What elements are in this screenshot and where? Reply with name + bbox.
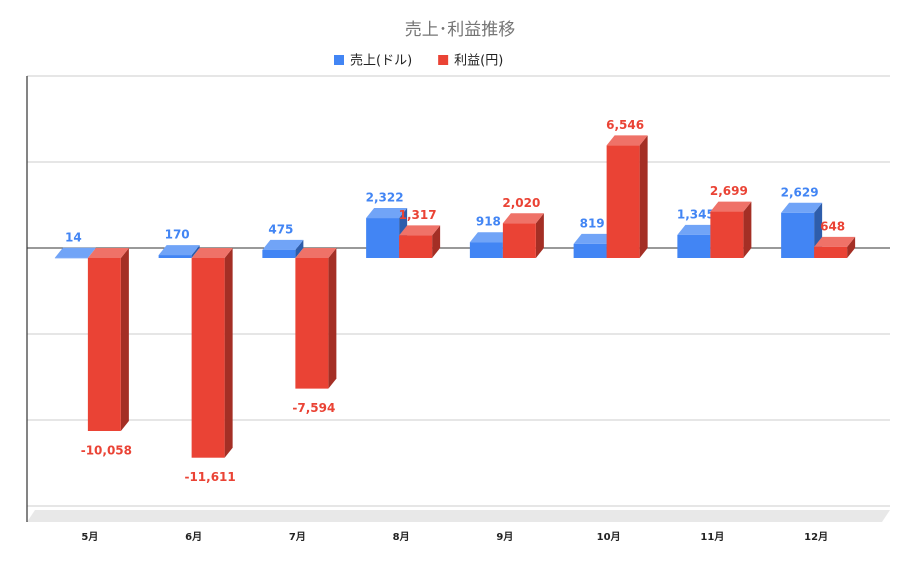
chart-title: 売上･利益推移 [405,20,516,40]
bar-front [677,234,711,258]
x-tick-label: 10月 [597,531,621,543]
bar-side [295,239,304,258]
legend-swatch [438,55,449,65]
value-label: 2,629 [781,185,819,199]
value-label: 475 [268,222,293,236]
bar [399,225,441,258]
bar-top [158,245,200,256]
value-label: 170 [165,228,190,242]
bar-side [743,201,752,258]
bar-side [847,236,856,258]
bar-top [710,201,752,212]
bar-top [54,247,96,258]
x-tick-label: 8月 [393,531,410,543]
value-label: 648 [820,219,845,233]
bar-top [399,225,441,236]
bar-side [87,247,96,258]
value-label: 918 [476,215,501,229]
bar [295,248,337,389]
legend: 売上(ドル) 利益(円) [334,53,503,69]
bar-top [606,135,648,146]
bar-front [366,218,400,258]
value-label: 1,317 [399,208,437,222]
bar-top [814,236,856,247]
bar-front [262,249,296,258]
bar-front [87,258,121,431]
bar-top [191,248,233,258]
value-label: 819 [580,216,605,230]
bar-side [535,213,544,258]
x-tick-label: 9月 [496,531,513,543]
bar-front [191,258,225,458]
legend-label: 売上(ドル) [350,53,412,69]
value-label: 2,699 [710,184,748,198]
floor [27,510,890,522]
bar-front [781,212,815,258]
value-label: 14 [65,230,82,244]
bar-top [295,248,337,258]
bar-side [224,248,233,458]
bar [814,236,856,258]
bar-front [814,246,848,258]
bar-front [573,243,607,258]
bar-front [469,242,503,258]
bar [710,201,752,258]
x-tick-label: 5月 [81,531,98,543]
x-tick-label: 12月 [804,531,828,543]
bar [158,245,200,258]
bar-front [295,258,329,389]
value-label: 1,345 [677,207,715,221]
legend-swatch [334,55,344,65]
bar-top [502,213,544,224]
value-label: 2,322 [366,191,404,205]
bar-front [54,257,88,259]
bar [606,135,648,258]
bar-front [158,255,192,258]
bar-side [639,135,648,258]
bar-front [502,223,536,258]
x-tick-label: 11月 [700,531,724,543]
bar-top [87,248,129,258]
bar [87,248,129,431]
value-label: -10,058 [81,443,132,457]
bar [54,247,96,259]
x-tick-label: 6月 [185,531,202,543]
bar-side [120,248,129,431]
legend-label: 利益(円) [454,54,503,69]
bar-top [366,208,408,219]
bar-top [781,202,823,213]
value-label: 2,020 [502,196,540,210]
bar-front [710,211,744,258]
value-label: -7,594 [292,401,335,415]
bar [573,233,615,258]
value-label: 6,546 [606,118,644,132]
bar-side [432,225,441,258]
bar-top [262,239,304,250]
bar [191,248,233,458]
bar-front [606,145,640,258]
bar-top [677,224,719,235]
bar [781,202,823,258]
bar-front [399,235,433,258]
value-label: -11,611 [184,470,235,484]
bar-side [328,248,337,389]
x-tick-label: 7月 [289,531,306,543]
bar-side [191,245,200,258]
bar [502,213,544,258]
bar-top [469,232,511,243]
bar [262,239,304,258]
bar-top [573,233,615,244]
